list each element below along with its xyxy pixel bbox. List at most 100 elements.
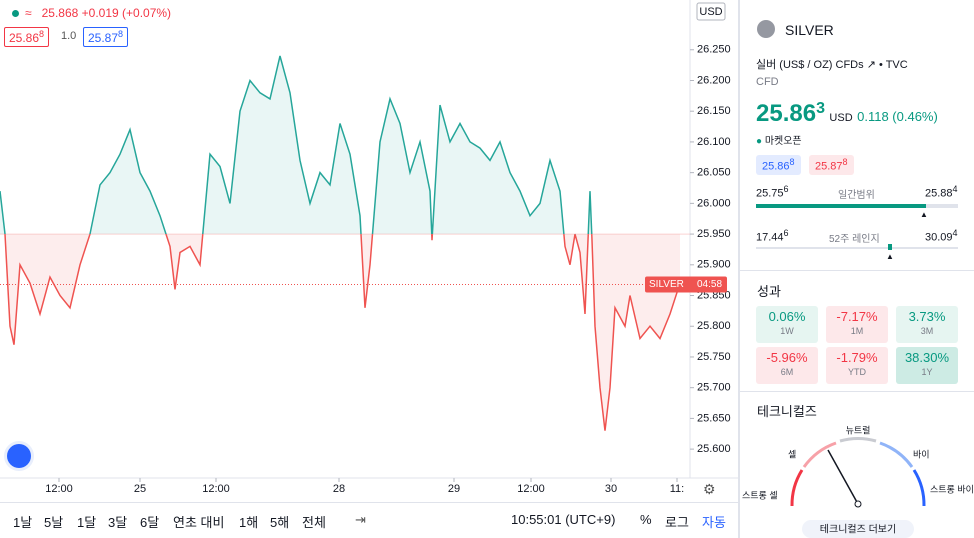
value: 25.75: [756, 187, 784, 200]
value: 25.88: [925, 187, 953, 200]
range-button[interactable]: 1달: [77, 515, 97, 530]
wk-label: 52주 레인지: [829, 234, 880, 245]
kind: CFD: [756, 76, 779, 88]
strong-buy: 스트롱 바이: [930, 484, 974, 494]
log-toggle[interactable]: 로그: [665, 515, 689, 530]
arc-sell: [802, 441, 837, 468]
settings-icon[interactable]: ⚙: [703, 481, 716, 497]
ask-sup: 8: [118, 29, 124, 39]
perf-period: 3M: [920, 326, 934, 336]
neutral: 뉴트럴: [846, 425, 871, 435]
tv-logo[interactable]: [7, 444, 31, 468]
y-tick-label: 26.200: [697, 74, 731, 86]
date-range-icon[interactable]: ⇥: [355, 512, 366, 527]
y-tick-label: 26.000: [697, 197, 731, 209]
bid-badge: 25.868: [756, 155, 801, 175]
range-button[interactable]: 연초 대비: [173, 515, 225, 530]
ask-sup: 8: [842, 157, 848, 167]
perf-period: YTD: [848, 367, 866, 377]
y-tick-label: 26.050: [697, 167, 731, 179]
auto-toggle[interactable]: 자동: [702, 515, 726, 530]
area-down: [0, 234, 680, 431]
day-fill: [756, 204, 926, 208]
wk-marker: ▲: [886, 252, 894, 261]
x-tick-label: 25: [134, 483, 146, 495]
gauge: 스트롱 셀 셀 뉴트럴 바이 스트롱 바이 테크니컬즈 더보기: [742, 425, 974, 538]
area-up: [0, 55, 592, 235]
y-tick-label: 25.600: [697, 443, 731, 455]
range-button[interactable]: 5날: [44, 515, 64, 530]
ask-badge: 25.878: [809, 155, 854, 175]
buy-box[interactable]: 25.878: [83, 27, 129, 47]
tech-title: 테크니컬즈: [757, 404, 817, 419]
x-tick-label: 29: [448, 483, 460, 495]
legend-change: +0.019 (+0.07%): [81, 6, 172, 20]
wk-track: [756, 247, 958, 249]
y-tick-label: 25.650: [697, 412, 731, 424]
arc-neutral: [839, 436, 877, 443]
legend-price: 25.868: [41, 6, 79, 20]
day-label: 일간범위: [838, 190, 875, 201]
range-button[interactable]: 3달: [108, 515, 128, 530]
chart: USD 25.60025.65025.70025.75025.80025.850…: [0, 0, 738, 495]
change: 0.118 (0.46%): [857, 109, 938, 124]
bid: 25.86: [9, 31, 40, 45]
currency[interactable]: USD: [699, 6, 722, 18]
sup: 4: [952, 184, 958, 194]
ask: 25.87: [88, 31, 119, 45]
needle: [827, 449, 859, 505]
y-tick-label: 25.750: [697, 351, 731, 363]
x-tick-label: 12:00: [45, 483, 73, 495]
perf-cell: 38.30% 1Y: [896, 347, 958, 384]
divider: [740, 391, 974, 392]
panel-border: [738, 0, 740, 538]
range-button[interactable]: 전체: [302, 515, 326, 530]
sup: 4: [952, 228, 958, 238]
perf-value: -5.96%: [766, 350, 808, 365]
perf-value: 0.06%: [768, 309, 806, 324]
price: 25.86: [756, 100, 817, 127]
perf-period: 1Y: [921, 367, 933, 377]
range-button[interactable]: 5해: [270, 515, 290, 530]
y-tick-label: 25.950: [697, 228, 731, 240]
divider: [0, 502, 738, 503]
price-tag-name: SILVER: [649, 279, 684, 290]
perf-title: 성과: [757, 284, 781, 299]
y-tick-label: 26.150: [697, 105, 731, 117]
symbol-icon: [757, 20, 775, 38]
x-tick-label: 12:00: [202, 483, 230, 495]
sup: 6: [783, 228, 789, 238]
status: ● 마켓오픈: [756, 136, 802, 147]
range-button[interactable]: 1해: [239, 515, 259, 530]
range-button[interactable]: 1날: [13, 515, 33, 530]
legend: ≈25.868 +0.019 (+0.07%): [12, 6, 171, 20]
description-text: 실버 (US$ / OZ) CFDs: [756, 59, 864, 71]
x-tick-label: 30: [605, 483, 617, 495]
ask: 25.87: [815, 160, 843, 173]
status-text: 마켓오픈: [764, 136, 802, 147]
currency: USD: [829, 112, 853, 124]
description: 실버 (US$ / OZ) CFDs ↗ • TVC: [756, 59, 908, 71]
perf-value: 38.30%: [904, 350, 950, 365]
more[interactable]: 테크니컬즈 더보기: [820, 523, 896, 536]
perf-value: 3.73%: [908, 309, 946, 324]
y-tick-label: 25.900: [697, 259, 731, 271]
range-button[interactable]: 6달: [140, 515, 160, 530]
perf-period: 1W: [780, 326, 794, 336]
price-tag: [645, 276, 727, 293]
divider: [740, 270, 974, 271]
bid-sup: 8: [39, 29, 45, 39]
more-button[interactable]: [802, 520, 914, 538]
status-dot: [12, 10, 19, 17]
value: 30.09: [925, 231, 953, 244]
percent-toggle[interactable]: %: [640, 512, 652, 527]
wk-low: 17.446: [756, 228, 789, 244]
sell: 셀: [788, 449, 796, 459]
currency-box[interactable]: [696, 2, 726, 21]
clock: 10:55:01 (UTC+9): [511, 512, 616, 527]
sell-box[interactable]: 25.868: [4, 27, 50, 47]
source: TVC: [885, 59, 908, 71]
perf-value: -1.79%: [836, 350, 878, 365]
perf-cell: -5.96% 6M: [756, 347, 818, 384]
line-down: [4, 234, 681, 431]
